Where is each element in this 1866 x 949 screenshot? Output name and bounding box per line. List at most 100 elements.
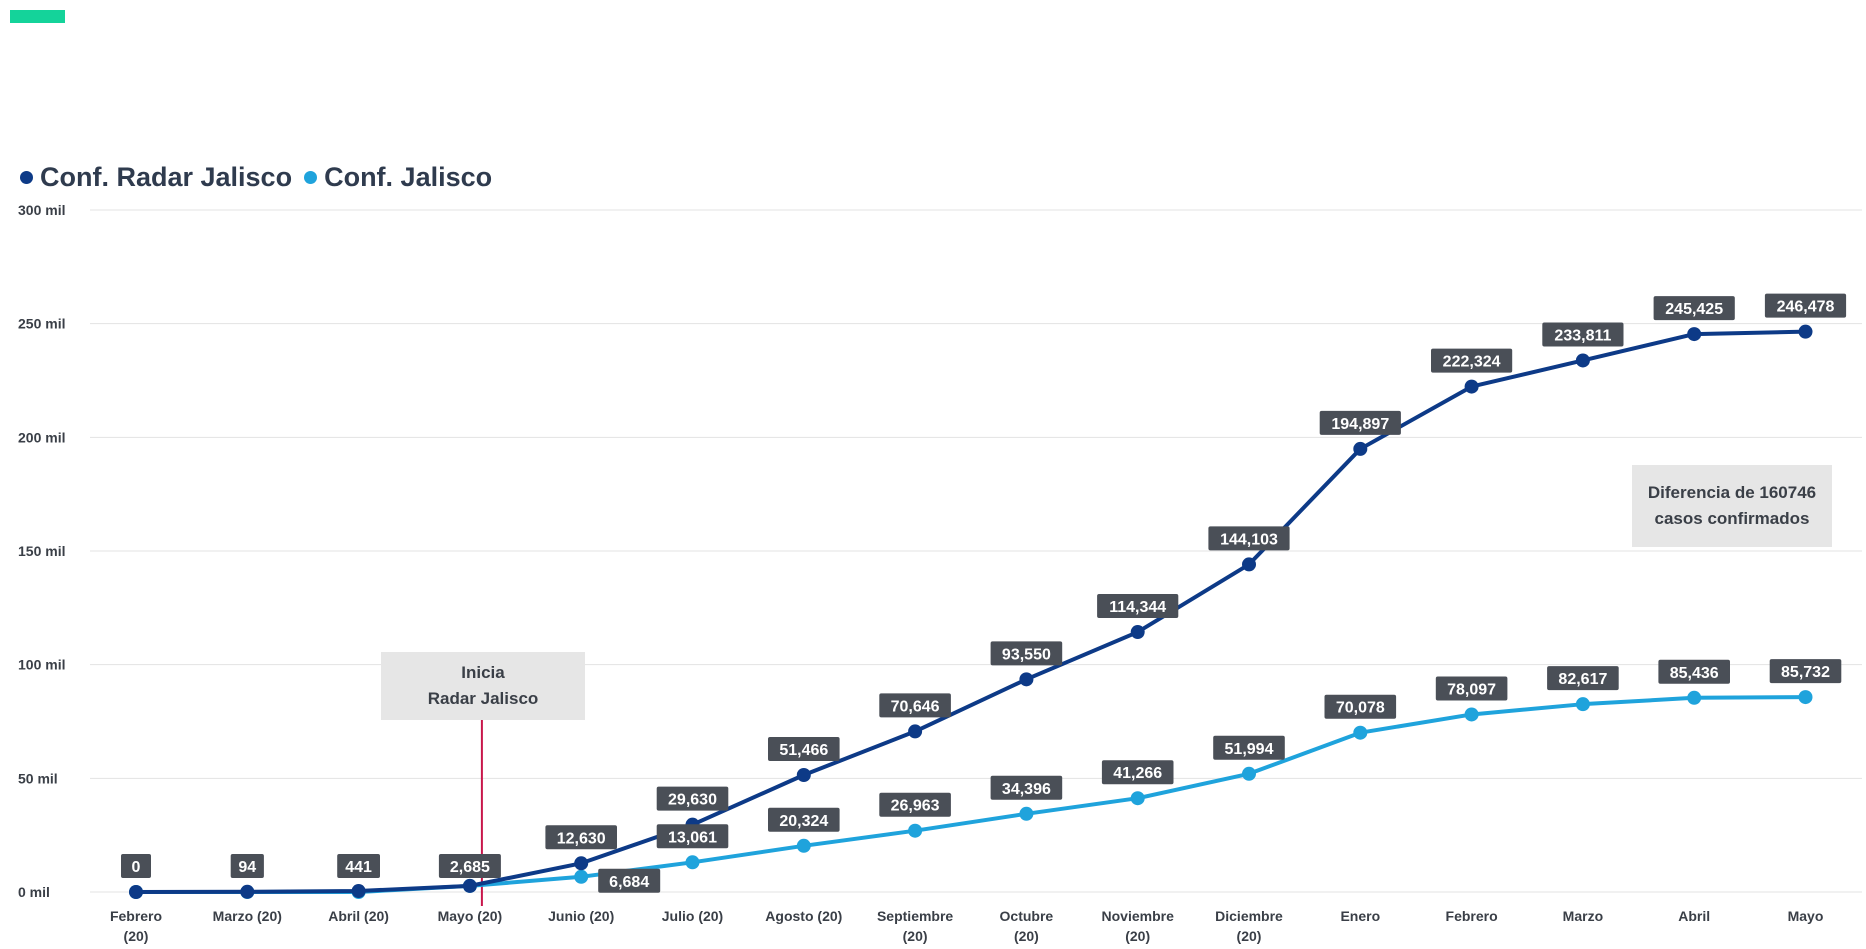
data-point [1353, 725, 1368, 740]
data-label-box [1213, 735, 1285, 760]
x-tick-label: Febrero [1446, 908, 1498, 924]
data-label: 233,811 [1554, 327, 1611, 344]
data-point [908, 823, 923, 838]
data-label: 51,466 [779, 742, 828, 759]
data-label-box [545, 825, 617, 850]
legend-label-jalisco: Conf. Jalisco [324, 162, 493, 192]
data-label: 6,684 [609, 874, 649, 891]
data-label: 20,324 [779, 813, 828, 830]
data-point [1130, 625, 1145, 640]
data-point [1575, 697, 1590, 712]
x-tick-label: Enero [1340, 908, 1380, 924]
data-label-box [1542, 322, 1624, 347]
data-label-box [1319, 410, 1401, 435]
data-point [1687, 690, 1702, 705]
data-label-box [1653, 296, 1735, 321]
data-point [1130, 791, 1145, 806]
data-label-box [990, 775, 1063, 800]
data-point [908, 724, 923, 739]
data-label-box [438, 854, 501, 878]
y-tick-label: 300 mil [18, 202, 65, 218]
data-point [462, 878, 477, 893]
annotation-inicia-line2: Radar Jalisco [427, 689, 539, 708]
data-point [351, 883, 366, 898]
data-label-box [1101, 760, 1174, 785]
data-point [1464, 379, 1479, 394]
annotation-inicia-line1: Inicia [461, 662, 505, 682]
data-point [574, 869, 589, 884]
annotation-inicia-radar: Inicia Radar Jalisco [381, 652, 585, 720]
data-label-box [1658, 659, 1730, 684]
data-label: 34,396 [1002, 781, 1051, 798]
data-point [1798, 690, 1813, 705]
data-label: 78,097 [1447, 681, 1496, 698]
data-label: 144,103 [1220, 531, 1278, 548]
data-point [1019, 806, 1034, 821]
data-point [129, 885, 143, 899]
data-label: 12,630 [557, 830, 606, 847]
data-point [1575, 353, 1590, 368]
x-tick-label: (20) [1237, 928, 1262, 944]
x-tick-label: Octubre [1000, 908, 1054, 924]
annotation-diferencia: Diferencia de 160746 casos confirmados [1632, 465, 1832, 547]
data-point [1019, 672, 1034, 687]
x-tick-label: Marzo [1563, 908, 1603, 924]
data-label: 93,550 [1002, 646, 1051, 663]
x-tick-label: Mayo [1788, 908, 1824, 924]
y-tick-label: 150 mil [18, 543, 65, 559]
y-tick-label: 250 mil [18, 316, 65, 332]
x-tick-label: Febrero [110, 908, 162, 924]
y-tick-label: 50 mil [18, 770, 58, 786]
data-label-box [1097, 594, 1179, 619]
data-label: 41,266 [1113, 765, 1162, 782]
data-point [685, 855, 700, 870]
data-label: 26,963 [891, 798, 940, 815]
data-point [1242, 766, 1256, 781]
data-label-box [768, 737, 840, 762]
data-label-box [1764, 293, 1847, 318]
legend-label-radar: Conf. Radar Jalisco [40, 162, 293, 192]
legend-dot-jalisco [304, 171, 318, 184]
x-tick-label: Abril [1678, 908, 1710, 924]
data-point [1464, 707, 1479, 722]
data-label: 245,425 [1665, 301, 1723, 318]
x-tick-label: Julio (20) [662, 908, 723, 924]
data-label-box [598, 868, 661, 893]
data-label: 441 [345, 859, 372, 876]
data-label: 222,324 [1443, 354, 1501, 371]
data-label: 70,078 [1336, 700, 1385, 717]
data-label-box [1547, 666, 1619, 691]
data-label: 246,478 [1777, 299, 1835, 316]
data-label: 29,630 [668, 792, 717, 809]
data-label-box [879, 693, 951, 718]
data-label-box [1324, 694, 1397, 719]
series-line-0 [135, 329, 1806, 894]
data-label-box [768, 807, 840, 832]
data-label: 94 [238, 859, 256, 876]
x-tick-label: Agosto (20) [765, 908, 842, 924]
x-tick-label: (20) [903, 928, 928, 944]
x-tick-label: Noviembre [1102, 908, 1175, 924]
data-label-box [1208, 526, 1290, 551]
data-point [1798, 324, 1813, 339]
data-label: 85,732 [1781, 664, 1830, 681]
series-line-1 [136, 695, 1806, 894]
data-label: 114,344 [1109, 599, 1166, 616]
data-label-box [656, 824, 729, 849]
x-tick-label: Abril (20) [328, 908, 389, 924]
data-label-box [879, 792, 951, 817]
legend: Conf. Radar Jalisco Conf. Jalisco [20, 162, 504, 193]
x-tick-label: Mayo (20) [438, 908, 503, 924]
data-point [796, 768, 811, 783]
data-label: 13,061 [668, 829, 717, 846]
data-label-box [1769, 659, 1842, 684]
y-tick-label: 0 mil [18, 884, 50, 900]
y-tick-label: 200 mil [18, 429, 65, 445]
x-tick-label: Junio (20) [548, 908, 614, 924]
data-label-box [990, 641, 1063, 666]
data-label-box [1435, 676, 1508, 701]
data-label: 194,897 [1331, 416, 1389, 433]
data-label-box [121, 854, 151, 878]
